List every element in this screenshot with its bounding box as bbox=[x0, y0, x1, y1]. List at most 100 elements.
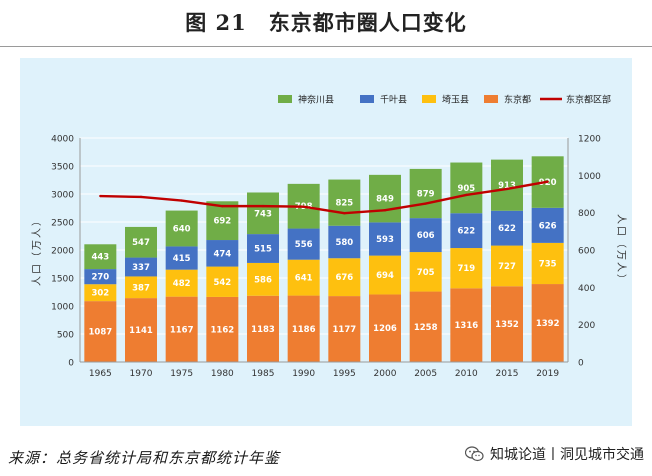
bar-value-label: 302 bbox=[91, 289, 109, 299]
bar-value-label: 1177 bbox=[332, 325, 356, 335]
x-tick-label: 1975 bbox=[170, 369, 193, 379]
y-tick-label: 1500 bbox=[51, 275, 74, 285]
line-series-tokyo-wards bbox=[100, 180, 548, 215]
line-point bbox=[99, 194, 102, 198]
wechat-icon bbox=[465, 446, 484, 462]
bar-value-label: 1141 bbox=[129, 326, 153, 336]
bar-千叶县-2005 bbox=[409, 218, 442, 253]
bar-东京都-1985 bbox=[247, 295, 279, 362]
x-tick-label: 1965 bbox=[89, 369, 112, 379]
y-tick-label: 3500 bbox=[51, 163, 74, 173]
x-tick-label: 2000 bbox=[374, 369, 397, 379]
bar-东京都-1975 bbox=[165, 296, 198, 362]
bar-value-label: 270 bbox=[91, 273, 109, 283]
bar-神奈川县-2000 bbox=[369, 174, 401, 223]
bar-value-label: 640 bbox=[173, 224, 191, 234]
bar-东京都-2000 bbox=[369, 294, 401, 362]
bar-千叶县-1970 bbox=[125, 257, 157, 277]
legend-label: 埼玉县 bbox=[442, 94, 469, 106]
watermark: 知城论道丨洞见城市交通 bbox=[465, 444, 644, 464]
bar-东京都-1965 bbox=[84, 301, 117, 362]
bar-value-label: 849 bbox=[376, 195, 394, 205]
bar-东京都-2019 bbox=[531, 284, 564, 362]
bar-神奈川县-2015 bbox=[491, 159, 523, 211]
legend-label: 东京都区部 bbox=[566, 94, 611, 106]
line-point bbox=[383, 209, 387, 212]
y2-tick-label: 600 bbox=[578, 247, 595, 257]
line-point bbox=[505, 187, 509, 191]
bar-埼玉县-2019 bbox=[531, 242, 564, 285]
legend-swatch bbox=[484, 95, 498, 103]
line-point bbox=[302, 205, 305, 208]
watermark-text: 知城论道丨洞见城市交通 bbox=[490, 447, 644, 463]
bar-value-label: 586 bbox=[254, 275, 272, 285]
bar-神奈川县-2010 bbox=[450, 162, 483, 214]
bar-value-label: 1183 bbox=[251, 325, 275, 335]
y-tick-label: 500 bbox=[57, 331, 74, 341]
bar-value-label: 1316 bbox=[454, 321, 478, 331]
bar-value-label: 580 bbox=[335, 238, 353, 248]
legend-swatch bbox=[278, 95, 292, 103]
legend-label: 东京都 bbox=[504, 94, 531, 106]
bar-value-label: 1258 bbox=[414, 323, 438, 333]
bar-埼玉县-1975 bbox=[165, 269, 198, 297]
x-tick-label: 1985 bbox=[252, 369, 275, 379]
figure-title: 图 21 东京都市圈人口变化 bbox=[185, 10, 467, 35]
bar-value-label: 735 bbox=[539, 259, 557, 269]
y-tick-label: 4000 bbox=[51, 135, 74, 145]
bar-埼玉县-1985 bbox=[247, 262, 279, 296]
bar-value-label: 415 bbox=[173, 254, 191, 264]
bar-东京都-1990 bbox=[287, 295, 320, 362]
bar-value-label: 1206 bbox=[373, 324, 397, 334]
bar-value-label: 626 bbox=[539, 221, 557, 231]
bar-value-label: 622 bbox=[457, 227, 475, 237]
bar-value-label: 622 bbox=[498, 224, 516, 234]
bar-value-label: 515 bbox=[254, 245, 272, 255]
y2-axis-title: 人口（万人） bbox=[615, 214, 627, 286]
source-note: 来源：总务省统计局和东京都统计年鉴 bbox=[8, 449, 281, 467]
bar-埼玉县-2010 bbox=[450, 248, 483, 289]
bar-value-label: 879 bbox=[417, 190, 435, 200]
bar-value-label: 705 bbox=[417, 268, 435, 278]
x-tick-label: 1990 bbox=[292, 369, 315, 379]
bar-埼玉县-2015 bbox=[491, 245, 523, 287]
bar-value-label: 913 bbox=[498, 181, 516, 191]
bar-埼玉县-1970 bbox=[125, 276, 157, 299]
chart-background bbox=[20, 58, 632, 426]
bar-神奈川县-2005 bbox=[409, 168, 442, 219]
y-tick-label: 1000 bbox=[51, 303, 74, 313]
bar-神奈川县-1995 bbox=[328, 179, 361, 226]
x-tick-label: 2019 bbox=[536, 369, 559, 379]
x-tick-label: 2015 bbox=[496, 369, 519, 379]
bar-value-label: 474 bbox=[213, 249, 231, 259]
bar-value-label: 692 bbox=[213, 217, 231, 227]
bar-埼玉县-1965 bbox=[84, 284, 117, 302]
y2-tick-label: 0 bbox=[578, 359, 584, 369]
y2-tick-label: 1200 bbox=[578, 135, 601, 145]
bar-value-label: 825 bbox=[335, 199, 353, 209]
line-point bbox=[546, 180, 549, 183]
bar-value-label: 443 bbox=[91, 253, 109, 263]
bar-value-label: 905 bbox=[457, 184, 475, 194]
y-tick-label: 2000 bbox=[51, 247, 74, 257]
bar-value-label: 676 bbox=[335, 273, 353, 283]
bar-value-label: 1392 bbox=[536, 319, 560, 329]
bar-千叶县-2015 bbox=[491, 210, 523, 246]
bar-value-label: 719 bbox=[457, 264, 475, 274]
x-tick-label: 1995 bbox=[333, 369, 356, 379]
y-tick-label: 3000 bbox=[51, 191, 74, 201]
bar-千叶县-1995 bbox=[328, 225, 361, 259]
y-tick-label: 2500 bbox=[51, 219, 74, 229]
bar-value-label: 1087 bbox=[88, 328, 112, 338]
y2-tick-label: 1000 bbox=[578, 172, 601, 182]
bar-神奈川县-1980 bbox=[206, 201, 239, 241]
bar-value-label: 482 bbox=[173, 279, 191, 289]
bar-东京都-1995 bbox=[328, 296, 361, 362]
bar-千叶县-1965 bbox=[84, 269, 117, 285]
bar-value-label: 593 bbox=[376, 235, 394, 245]
chart: 1087 302 270 443 1141 387 337 547 1167 482 415 640 1… bbox=[31, 94, 627, 380]
bar-value-label: 727 bbox=[498, 262, 516, 272]
legend-label: 神奈川县 bbox=[298, 94, 334, 106]
legend-label: 千叶县 bbox=[380, 95, 407, 106]
bar-埼玉县-2005 bbox=[409, 252, 442, 292]
